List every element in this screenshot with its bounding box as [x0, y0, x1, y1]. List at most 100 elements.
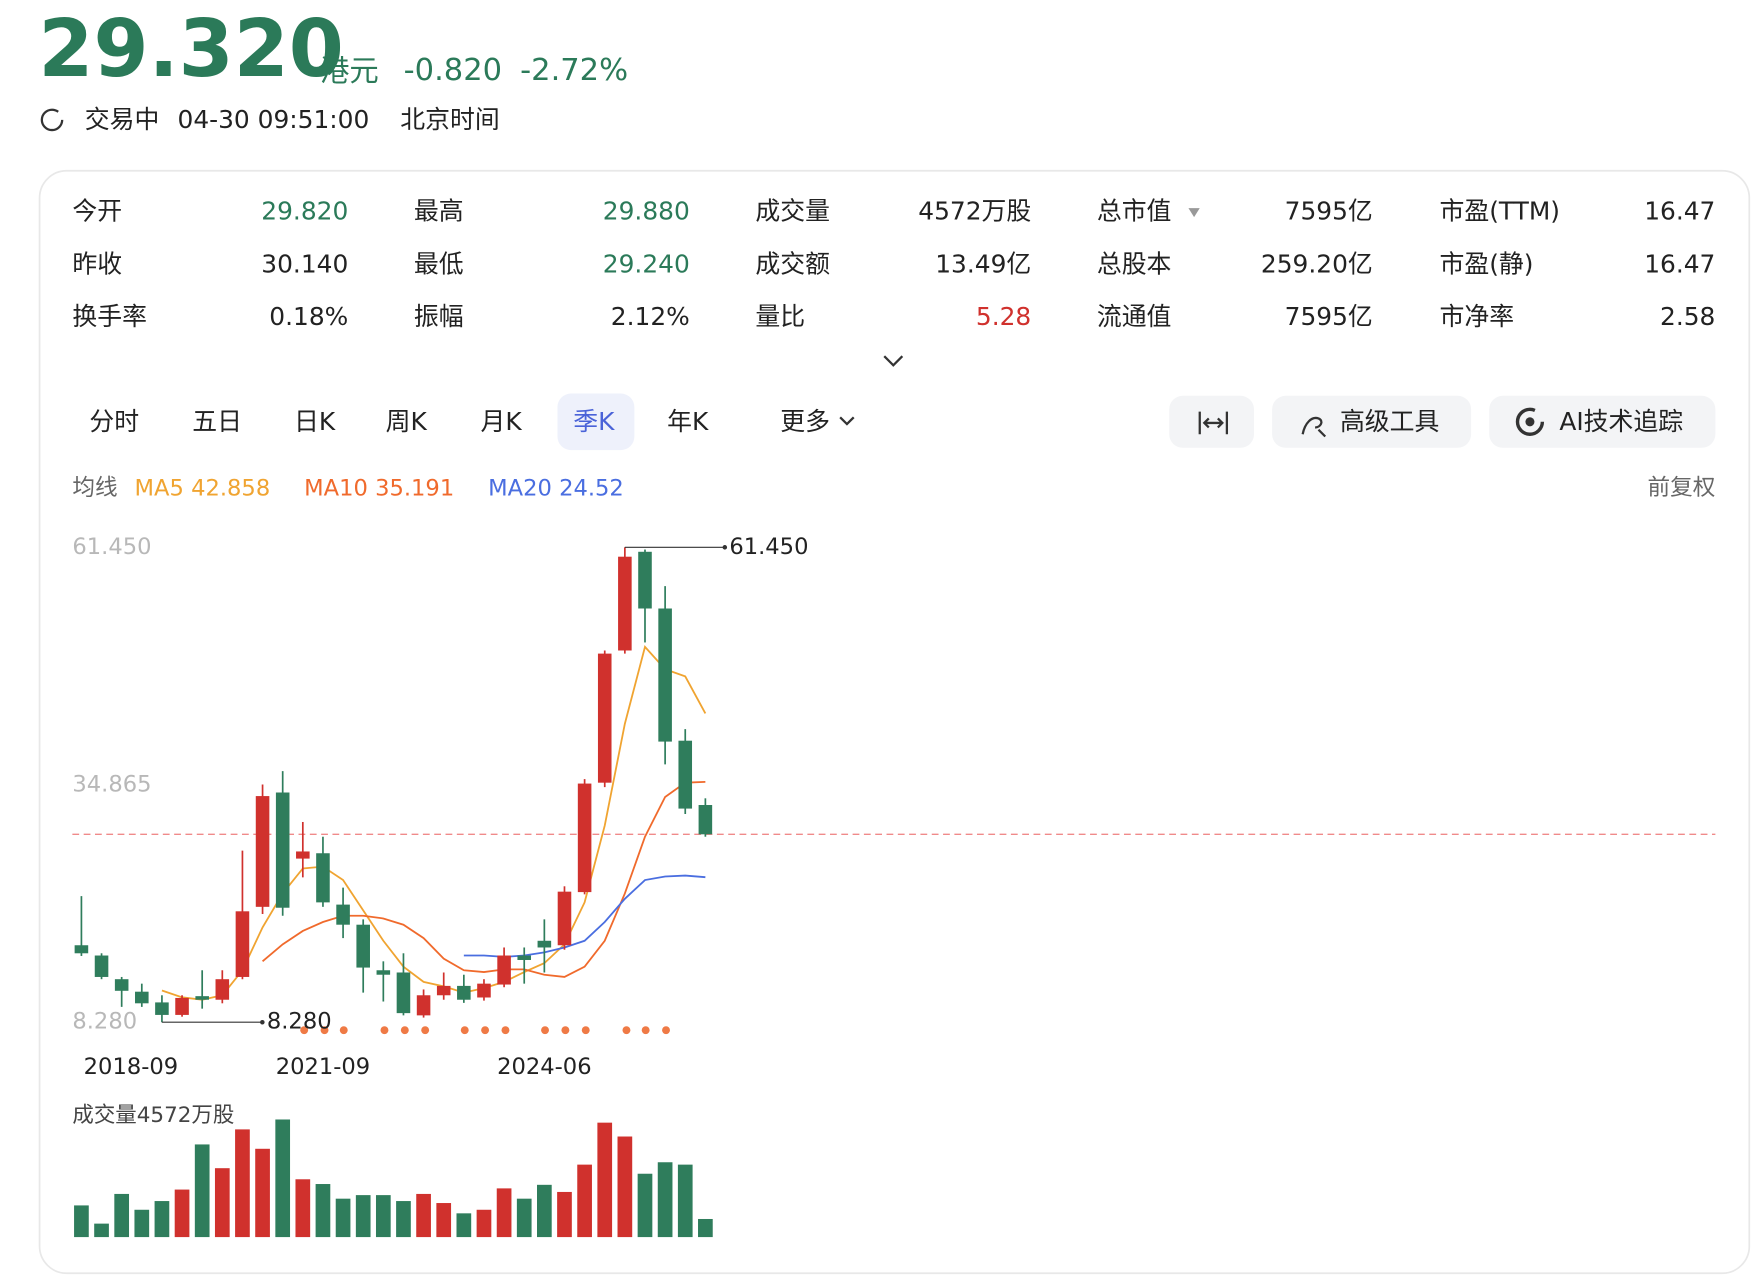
ma-legend-name: MA10 [304, 475, 368, 501]
volume-bar [577, 1164, 592, 1238]
ma-legend-name: MA20 [488, 475, 552, 501]
volume-bar [698, 1218, 713, 1238]
y-tick-label: 61.450 [72, 534, 151, 560]
tool-button[interactable] [1489, 395, 1716, 448]
ma-legend-value: 35.191 [375, 475, 454, 501]
adjust-label[interactable]: 前复权 [1648, 475, 1716, 501]
change-pct: -2.72% [520, 53, 628, 88]
status: 交易中 [85, 105, 160, 134]
candle-body [175, 997, 189, 1015]
stat-value: 16.47 [1644, 197, 1715, 226]
candle-body [678, 740, 693, 809]
x-tick-label: 2018-09 [84, 1054, 178, 1080]
stat-label: 总股本 [1097, 250, 1172, 279]
candle-body [436, 985, 451, 996]
ma-legend: MA10 35.191 [304, 475, 454, 501]
tab[interactable]: 分时 [89, 407, 139, 436]
expand-icon[interactable] [883, 355, 904, 367]
stat-label: 市净率 [1439, 302, 1514, 331]
x-tick-label: 2024-06 [497, 1054, 591, 1080]
stat-label: 最高 [414, 197, 464, 226]
min-label: 8.280 [267, 1009, 332, 1035]
candle-body [74, 945, 89, 954]
volume-bar [194, 1144, 210, 1238]
volume-bar [94, 1223, 109, 1238]
volume-bar [134, 1209, 150, 1238]
ma-label: 均线 [72, 475, 117, 501]
volume-bar [295, 1179, 311, 1238]
fit-icon [1198, 411, 1229, 435]
candle-body [195, 996, 209, 1000]
candle-body [155, 1002, 169, 1015]
volume-bar [657, 1162, 673, 1238]
stat-value: 4572万股 [918, 197, 1031, 226]
stat-value: 2.58 [1660, 302, 1715, 331]
volume-label: 成交量4572万股 [72, 1103, 234, 1128]
candle-body [235, 911, 250, 977]
candle-body [517, 955, 532, 960]
tool-label: 高级工具 [1340, 407, 1439, 436]
ma-legend: MA5 42.858 [135, 475, 271, 501]
tab[interactable]: 五日 [192, 407, 242, 436]
candle-body [255, 796, 270, 907]
stat-value: 30.140 [261, 250, 348, 279]
active-tab-bg [557, 393, 635, 451]
candle-body [94, 955, 109, 977]
volume-bar [557, 1191, 572, 1238]
volume-bar [355, 1195, 371, 1238]
volume-bar [235, 1129, 250, 1238]
ai-icon [1515, 407, 1545, 436]
stat-value: 16.47 [1644, 250, 1715, 279]
stat-value: 29.880 [603, 197, 690, 226]
card [38, 169, 1751, 1275]
candle-body [296, 851, 310, 859]
stat-label: 今开 [72, 197, 122, 226]
volume-bar [396, 1201, 411, 1238]
volume-bar [597, 1122, 613, 1238]
price: 29.320 [38, 3, 343, 95]
tab[interactable]: 年K [667, 407, 709, 436]
stat-label: 最低 [414, 250, 464, 279]
candle-body [416, 995, 431, 1016]
stat-label: 市盈(TTM) [1439, 197, 1559, 226]
more-icon [839, 416, 855, 426]
volume-bar [375, 1195, 391, 1238]
volume-bar [496, 1188, 512, 1238]
volume-bar [677, 1164, 693, 1238]
tab[interactable]: 季K [573, 407, 615, 436]
volume-bar [617, 1136, 633, 1238]
candle-body [477, 983, 491, 998]
ma-legend-value: 42.858 [191, 475, 270, 501]
stat-value: 5.28 [976, 302, 1031, 331]
volume-bar [255, 1148, 270, 1238]
tool-button[interactable] [1272, 395, 1472, 448]
y-tick-label: 34.865 [72, 771, 151, 797]
candle-body [396, 972, 411, 1014]
tab[interactable]: 月K [481, 407, 523, 436]
volume-bar [74, 1205, 89, 1238]
stat-label: 流通值 [1097, 302, 1172, 331]
tool-label: AI技术追踪 [1559, 407, 1683, 436]
volume-bar [537, 1184, 552, 1238]
dropdown-icon[interactable] [1188, 208, 1200, 218]
candle-body [597, 653, 612, 783]
tab[interactable]: 周K [386, 407, 428, 436]
volume-bar [174, 1189, 190, 1238]
stat-value: 0.18% [269, 302, 348, 331]
ma-legend-name: MA5 [135, 475, 184, 501]
candle-body [135, 991, 149, 1004]
tool-icon [1301, 416, 1327, 438]
tab[interactable]: 日K [294, 407, 336, 436]
candle-body [356, 924, 370, 968]
currency: 港元 [320, 54, 379, 88]
candle-body [376, 970, 391, 975]
volume-bar [436, 1203, 452, 1238]
max-dot [722, 545, 728, 550]
max-label: 61.450 [729, 534, 808, 560]
candle-body [316, 853, 330, 903]
y-tick-label: 8.280 [72, 1009, 137, 1035]
candle-body [618, 556, 632, 651]
stat-value: 7595亿 [1285, 197, 1373, 226]
tab[interactable]: 更多 [780, 407, 830, 436]
